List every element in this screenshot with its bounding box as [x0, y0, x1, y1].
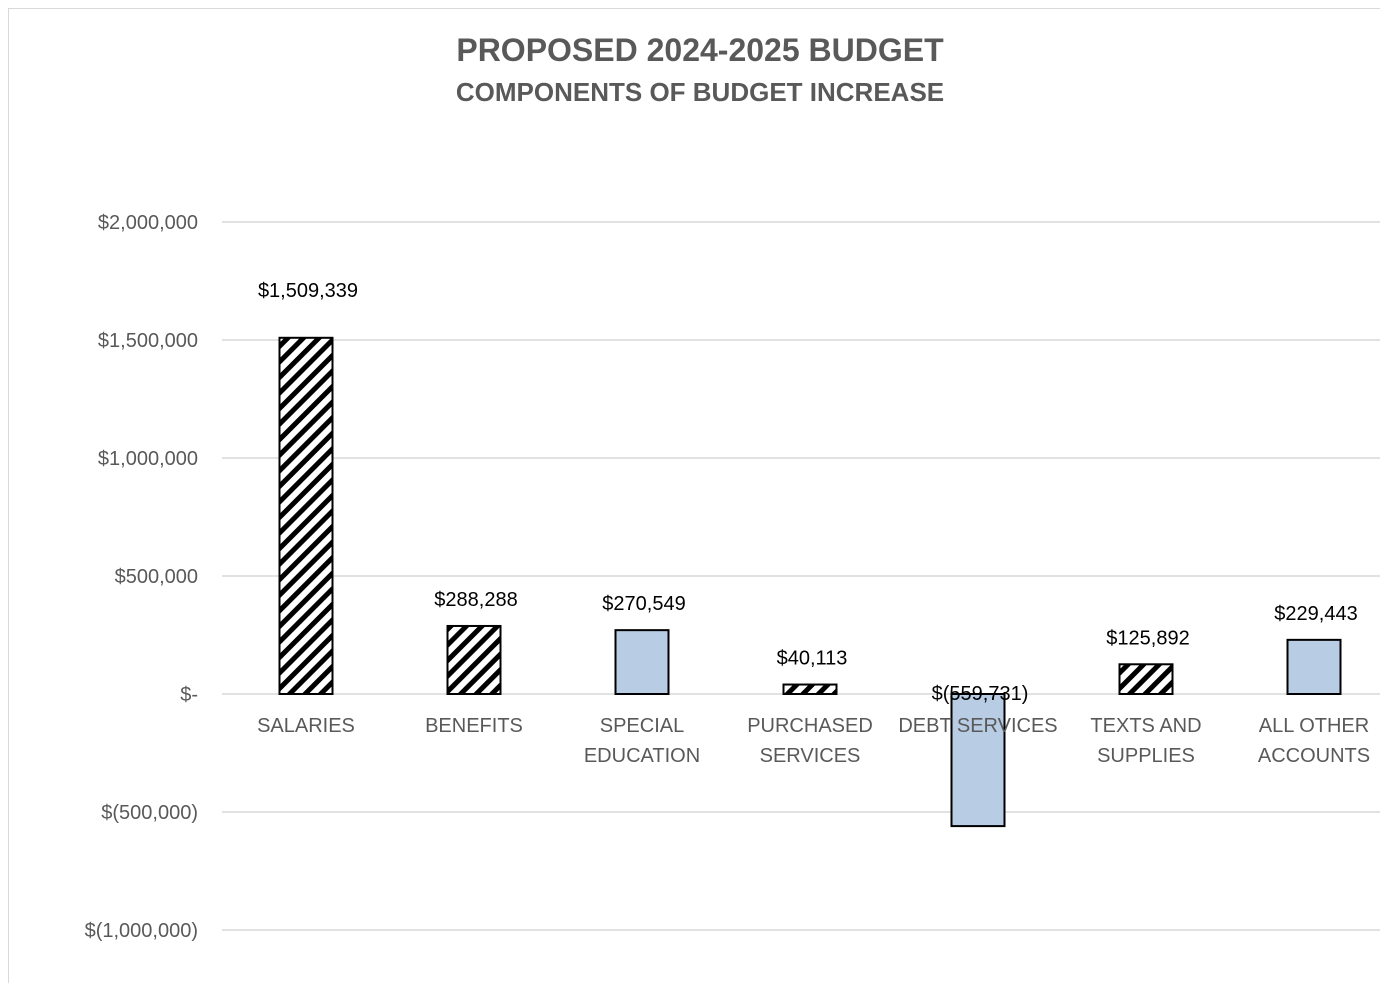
category-label: SALARIES	[257, 715, 355, 737]
bar	[614, 629, 670, 696]
category-label: DEBT SERVICES	[898, 715, 1057, 737]
category-label: SUPPLIES	[1097, 745, 1195, 767]
category-label: ALL OTHER	[1259, 715, 1369, 737]
category-label: BENEFITS	[425, 715, 523, 737]
bar	[1118, 663, 1174, 696]
y-tick-label: $2,000,000	[98, 212, 198, 234]
category-label: EDUCATION	[584, 745, 700, 767]
y-tick-label: $(500,000)	[101, 802, 198, 824]
bar	[782, 683, 838, 695]
y-tick-label: $-	[180, 684, 198, 706]
chart-subtitle: COMPONENTS OF BUDGET INCREASE	[455, 77, 945, 107]
bar	[278, 336, 334, 695]
data-label: $288,288	[434, 589, 517, 611]
data-label: $125,892	[1106, 627, 1189, 649]
bars	[278, 336, 1342, 828]
category-label: TEXTS AND	[1090, 715, 1201, 737]
bar	[950, 693, 1006, 828]
x-axis-category-labels: SALARIES BENEFITS SPECIAL EDUCATION PURCHASE…	[257, 715, 1370, 767]
data-label: $40,113	[777, 648, 848, 670]
bar	[1286, 638, 1342, 695]
y-tick-label: $1,500,000	[98, 330, 198, 352]
category-label: SPECIAL	[600, 715, 684, 737]
category-label: ACCOUNTS	[1258, 745, 1370, 767]
category-label: SERVICES	[760, 745, 861, 767]
y-tick-label: $1,000,000	[98, 448, 198, 470]
category-label: PURCHASED	[747, 715, 873, 737]
y-axis-tick-labels: $2,000,000 $1,500,000 $1,000,000 $500,000 $-…	[85, 212, 198, 942]
chart-frame	[8, 8, 1380, 983]
y-tick-label: $(1,000,000)	[85, 920, 198, 942]
data-label: $1,509,339	[258, 280, 358, 302]
bar	[446, 624, 502, 696]
data-label: $(559,731)	[932, 683, 1029, 705]
data-label: $229,443	[1274, 603, 1357, 625]
y-tick-label: $500,000	[115, 566, 198, 588]
chart-title: PROPOSED 2024-2025 BUDGET	[456, 32, 944, 68]
data-labels: $1,509,339 $288,288 $270,549 $40,113 $(559,7…	[258, 280, 1358, 705]
data-label: $270,549	[602, 593, 685, 615]
gridlines	[222, 221, 1380, 931]
